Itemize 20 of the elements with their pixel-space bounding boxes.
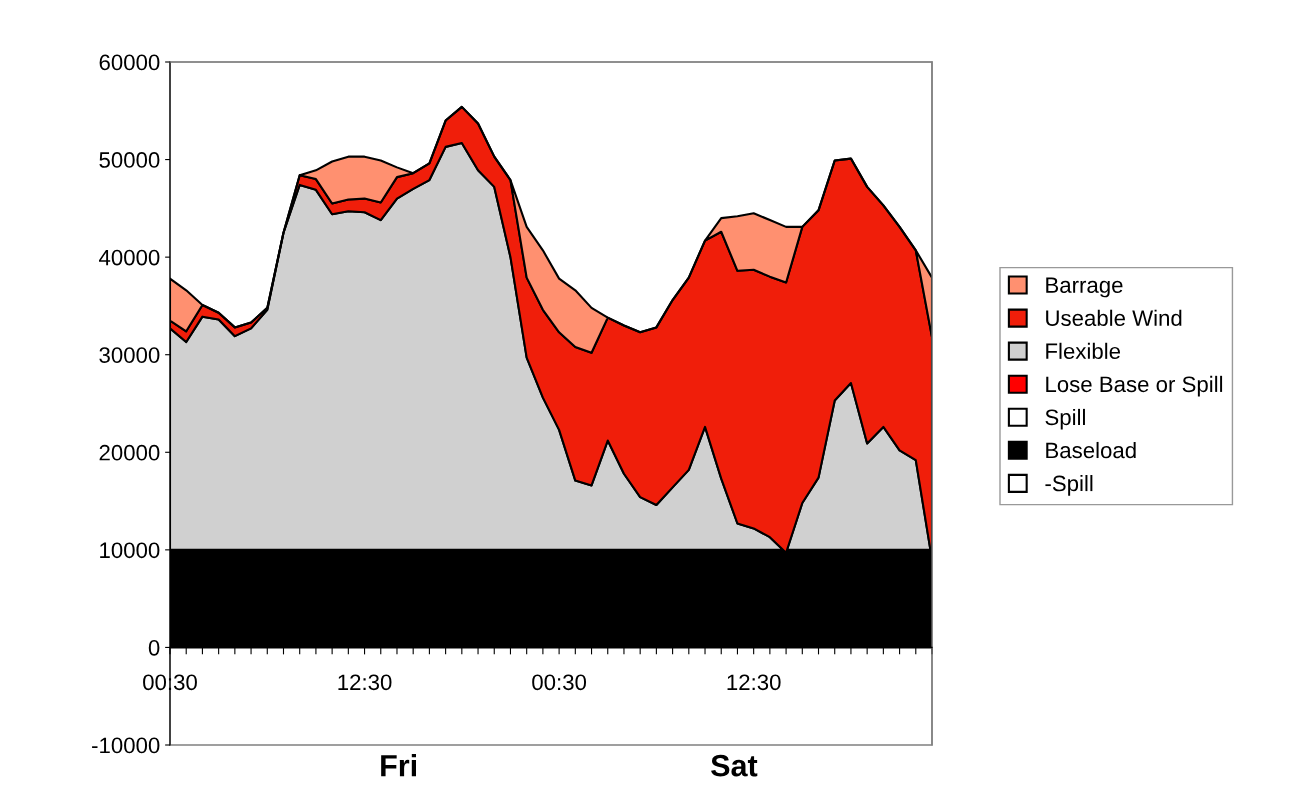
y-tick-label: 30000 [99, 347, 160, 363]
legend-label: Baseload [1046, 441, 1136, 459]
legend-label: Lose Base or Spill [1046, 375, 1223, 397]
y-tick-label: 10000 [100, 542, 160, 559]
y-tick-label: 40000 [99, 249, 160, 266]
legend-label: Barrage [1046, 277, 1123, 298]
y-tick-label: 60000 [99, 54, 160, 71]
x-tick-label: 12:30 [338, 674, 392, 691]
legend-label: -Spill [1045, 474, 1093, 496]
legend-label: Spill [1045, 408, 1085, 430]
y-tick-label: 20000 [99, 444, 160, 461]
y-tick-label: 50000 [99, 152, 160, 168]
legend-label: Useable Wind [1046, 309, 1182, 327]
y-tick-label: 0 [148, 639, 160, 656]
y-tick-label: -10000 [92, 737, 160, 754]
legend-label: Flexible [1046, 342, 1121, 360]
text: Fri [381, 754, 416, 777]
text: Sat [711, 754, 758, 777]
x-tick-label: 00:30 [532, 674, 587, 691]
x-tick-label: 12:30 [727, 674, 781, 691]
